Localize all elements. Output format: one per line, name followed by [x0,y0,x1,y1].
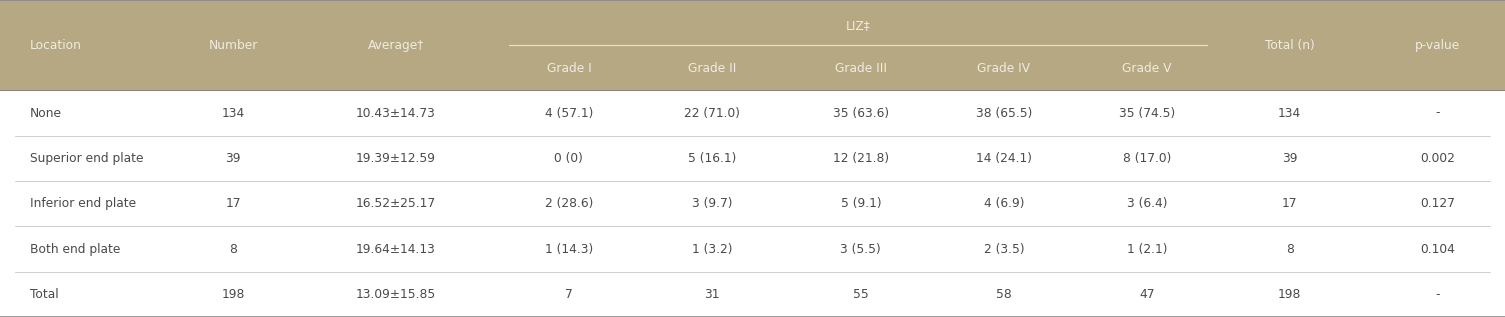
Text: LIZ‡: LIZ‡ [846,19,870,32]
Text: None: None [30,107,62,120]
Text: 22 (71.0): 22 (71.0) [683,107,740,120]
Text: 0.127: 0.127 [1419,197,1455,210]
Text: 39: 39 [1282,152,1297,165]
Text: 198: 198 [1278,288,1302,301]
Text: 31: 31 [704,288,719,301]
Text: Total (n): Total (n) [1264,39,1315,52]
Text: Inferior end plate: Inferior end plate [30,197,137,210]
Text: Grade II: Grade II [688,62,736,75]
Text: Superior end plate: Superior end plate [30,152,143,165]
Text: Location: Location [30,39,81,52]
Text: Total: Total [30,288,59,301]
Text: 17: 17 [1282,197,1297,210]
Text: p-value: p-value [1415,39,1460,52]
Text: 1 (2.1): 1 (2.1) [1127,243,1166,256]
Text: 1 (3.2): 1 (3.2) [692,243,731,256]
Text: 35 (74.5): 35 (74.5) [1118,107,1175,120]
Text: -: - [1436,107,1439,120]
Text: 4 (57.1): 4 (57.1) [545,107,593,120]
Text: 8: 8 [1285,243,1294,256]
FancyBboxPatch shape [0,0,1505,90]
Text: Grade V: Grade V [1123,62,1171,75]
Text: 2 (28.6): 2 (28.6) [545,197,593,210]
Text: 0 (0): 0 (0) [554,152,584,165]
Text: 10.43±14.73: 10.43±14.73 [355,107,436,120]
Text: 39: 39 [226,152,241,165]
Text: 198: 198 [221,288,245,301]
Text: 13.09±15.85: 13.09±15.85 [355,288,436,301]
Text: 3 (9.7): 3 (9.7) [692,197,731,210]
Text: Grade III: Grade III [835,62,886,75]
Text: 35 (63.6): 35 (63.6) [832,107,889,120]
Text: 1 (14.3): 1 (14.3) [545,243,593,256]
Text: 3 (6.4): 3 (6.4) [1127,197,1166,210]
Text: 7: 7 [564,288,573,301]
Text: 47: 47 [1139,288,1154,301]
Text: 2 (3.5): 2 (3.5) [984,243,1023,256]
Text: 3 (5.5): 3 (5.5) [840,243,882,256]
Text: 8: 8 [229,243,238,256]
FancyBboxPatch shape [0,90,1505,317]
Text: 55: 55 [853,288,868,301]
Text: 134: 134 [221,107,245,120]
Text: 4 (6.9): 4 (6.9) [984,197,1023,210]
Text: 38 (65.5): 38 (65.5) [975,107,1032,120]
Text: 16.52±25.17: 16.52±25.17 [355,197,436,210]
Text: 58: 58 [996,288,1011,301]
Text: 5 (16.1): 5 (16.1) [688,152,736,165]
Text: 19.39±12.59: 19.39±12.59 [355,152,436,165]
Text: Both end plate: Both end plate [30,243,120,256]
Text: Number: Number [209,39,257,52]
Text: 134: 134 [1278,107,1302,120]
Text: 12 (21.8): 12 (21.8) [832,152,889,165]
Text: -: - [1436,288,1439,301]
Text: 14 (24.1): 14 (24.1) [975,152,1032,165]
Text: 17: 17 [226,197,241,210]
Text: 19.64±14.13: 19.64±14.13 [355,243,436,256]
Text: 5 (9.1): 5 (9.1) [841,197,880,210]
Text: 0.104: 0.104 [1419,243,1455,256]
Text: 0.002: 0.002 [1419,152,1455,165]
Text: Grade IV: Grade IV [977,62,1031,75]
Text: 8 (17.0): 8 (17.0) [1123,152,1171,165]
Text: Average†: Average† [367,39,424,52]
Text: Grade I: Grade I [546,62,591,75]
